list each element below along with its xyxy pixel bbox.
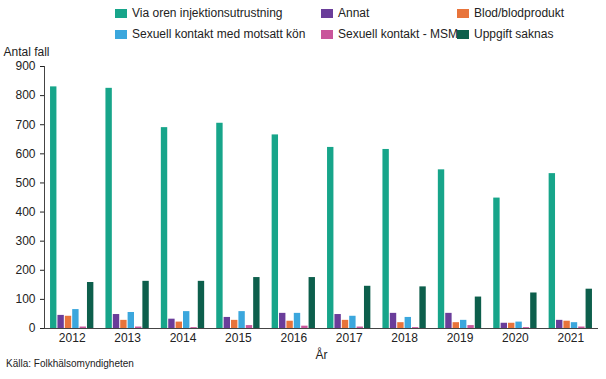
html-text:Sexuell kontakt - MSM: Sexuell kontakt - MSM [338,27,458,41]
svg-text:2019: 2019 [447,331,474,345]
svg-text:2012: 2012 [59,331,86,345]
svg-text:2018: 2018 [391,331,418,345]
svg-text:2020: 2020 [502,331,529,345]
svg-text:2017: 2017 [336,331,363,345]
html-text:Källa: Folkhälsomyndigheten: Källa: Folkhälsomyndigheten [6,358,134,369]
svg-text:200: 200 [15,263,35,277]
svg-text:2013: 2013 [114,331,141,345]
html-text:Annat: Annat [338,6,370,20]
svg-text:900: 900 [15,59,35,73]
svg-text:2016: 2016 [280,331,307,345]
svg-text:2014: 2014 [170,331,197,345]
svg-text:Antal fall: Antal fall [4,45,50,59]
svg-text:600: 600 [15,147,35,161]
svg-text:700: 700 [15,118,35,132]
svg-text:År: År [316,347,328,362]
html-text:Blod/blodprodukt: Blod/blodprodukt [474,6,565,20]
svg-text:2021: 2021 [557,331,584,345]
html-text:Uppgift saknas: Uppgift saknas [474,27,554,41]
svg-text:500: 500 [15,176,35,190]
svg-text:400: 400 [15,205,35,219]
svg-text:800: 800 [15,88,35,102]
svg-text:300: 300 [15,234,35,248]
svg-text:100: 100 [15,292,35,306]
svg-text:0: 0 [29,321,36,335]
svg-text:2015: 2015 [225,331,252,345]
html-text:Sexuell kontakt med motsatt kö: Sexuell kontakt med motsatt kön [132,27,306,41]
html-text:Via oren injektionsutrustning: Via oren injektionsutrustning [132,6,283,20]
